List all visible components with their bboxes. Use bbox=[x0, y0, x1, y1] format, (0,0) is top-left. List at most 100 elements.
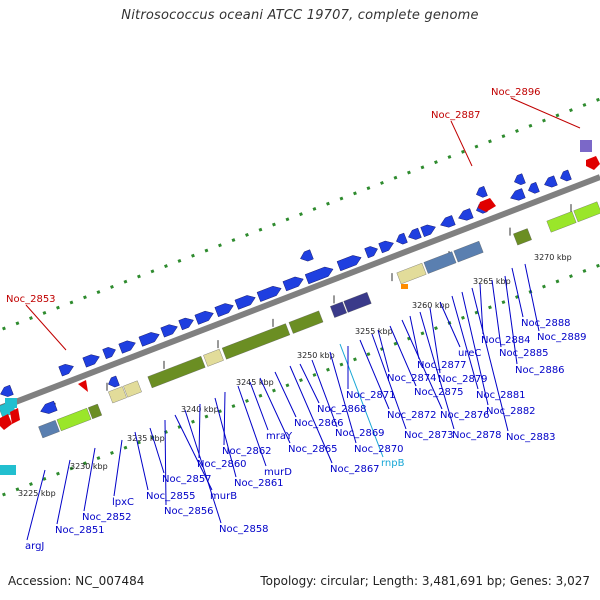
gene-label-urec[interactable]: ureC bbox=[458, 348, 481, 359]
guide-dot bbox=[96, 456, 101, 461]
gene-label-noc-2888[interactable]: Noc_2888 bbox=[521, 318, 571, 329]
leader-line bbox=[149, 427, 165, 474]
gene-arrow[interactable] bbox=[439, 215, 456, 229]
gene-label-noc-2889[interactable]: Noc_2889 bbox=[537, 332, 587, 343]
leader-line bbox=[377, 329, 390, 373]
gene-arrow-reverse[interactable] bbox=[107, 375, 120, 389]
gene-arrow[interactable] bbox=[102, 345, 118, 360]
gene-arrow[interactable] bbox=[509, 188, 526, 202]
gene-label-noc-2856[interactable]: Noc_2856 bbox=[164, 506, 214, 517]
gene-arrow[interactable] bbox=[336, 253, 363, 272]
gene-arrow[interactable] bbox=[559, 169, 572, 183]
gene-label-argj[interactable]: argJ bbox=[25, 541, 44, 552]
gene-arrow[interactable] bbox=[304, 264, 335, 285]
leader-line bbox=[439, 301, 461, 348]
gene-arrow-outer[interactable] bbox=[513, 173, 526, 187]
cog-track bbox=[0, 201, 600, 475]
gene-label-noc-2872[interactable]: Noc_2872 bbox=[387, 410, 437, 421]
gene-arrow-outer[interactable] bbox=[475, 186, 488, 199]
gene-label-noc-2868[interactable]: Noc_2868 bbox=[317, 404, 367, 415]
gene-arrow[interactable] bbox=[543, 175, 558, 190]
gene-label-noc-2865[interactable]: Noc_2865 bbox=[288, 444, 338, 455]
gene-label-noc-2882[interactable]: Noc_2882 bbox=[486, 406, 536, 417]
gene-arrow-reverse[interactable] bbox=[39, 400, 58, 416]
guide-dot bbox=[461, 149, 465, 154]
gene-arrow[interactable] bbox=[58, 362, 76, 377]
gene-arrow[interactable] bbox=[82, 352, 102, 368]
gene-label-noc-2884[interactable]: Noc_2884 bbox=[481, 335, 531, 346]
gene-label-noc-2875[interactable]: Noc_2875 bbox=[414, 387, 464, 398]
gene-label-noc-2878[interactable]: Noc_2878 bbox=[452, 430, 502, 441]
gene-arrow[interactable] bbox=[395, 232, 408, 246]
guide-dot bbox=[393, 341, 398, 346]
gene-arrow-outer[interactable] bbox=[299, 249, 314, 264]
gene-label-noc-2867[interactable]: Noc_2867 bbox=[330, 464, 380, 475]
gene-label-noc-2876[interactable]: Noc_2876 bbox=[440, 410, 490, 421]
gene-arrow[interactable] bbox=[282, 274, 305, 292]
guide-dot bbox=[420, 165, 425, 170]
gene-left-red-marker[interactable] bbox=[10, 408, 20, 424]
gene-noc-2896-marker[interactable] bbox=[586, 156, 600, 170]
gene-label-noc-2851[interactable]: Noc_2851 bbox=[55, 525, 105, 536]
gene-label-noc-2871[interactable]: Noc_2871 bbox=[346, 390, 396, 401]
guide-dot bbox=[15, 487, 20, 492]
gene-label-noc-2870[interactable]: Noc_2870 bbox=[354, 444, 404, 455]
gene-arrow[interactable] bbox=[178, 316, 196, 331]
gene-arrow[interactable] bbox=[378, 239, 396, 254]
gene-label-noc-2855[interactable]: Noc_2855 bbox=[146, 491, 196, 502]
guide-dot bbox=[123, 445, 128, 450]
gene-arrow[interactable] bbox=[457, 208, 474, 222]
gene-label-noc-2879[interactable]: Noc_2879 bbox=[438, 374, 488, 385]
gene-label-noc-2853[interactable]: Noc_2853 bbox=[6, 294, 56, 305]
gene-label-noc-2861[interactable]: Noc_2861 bbox=[234, 478, 284, 489]
gene-label-mray[interactable]: mraY bbox=[266, 431, 293, 442]
gene-arrow[interactable] bbox=[256, 284, 283, 302]
gene-label-noc-2873[interactable]: Noc_2873 bbox=[404, 430, 454, 441]
gene-arrow[interactable] bbox=[214, 301, 235, 317]
gene-label-lpxc[interactable]: lpxC bbox=[112, 497, 134, 508]
gene-label-noc-2858[interactable]: Noc_2858 bbox=[219, 524, 269, 535]
highlight-genes[interactable] bbox=[0, 140, 600, 430]
gene-label-noc-2881[interactable]: Noc_2881 bbox=[476, 390, 526, 401]
guide-dot bbox=[96, 290, 101, 295]
gene-label-noc-2874[interactable]: Noc_2874 bbox=[387, 373, 437, 384]
gene-arrow[interactable] bbox=[364, 244, 380, 259]
gene-arrow[interactable] bbox=[118, 338, 138, 354]
gene-noc-2887-marker[interactable] bbox=[478, 198, 496, 212]
gene-arrow[interactable] bbox=[138, 330, 161, 347]
gene-label-noc-2852[interactable]: Noc_2852 bbox=[82, 512, 132, 523]
gene-label-noc-2877[interactable]: Noc_2877 bbox=[417, 360, 467, 371]
gene-arrows[interactable] bbox=[0, 169, 572, 416]
guide-dot bbox=[501, 134, 506, 139]
guide-dot bbox=[569, 108, 573, 113]
gene-arrow[interactable] bbox=[194, 309, 215, 325]
gene-label-noc-2860[interactable]: Noc_2860 bbox=[197, 459, 247, 470]
gene-noc-2853-marker[interactable] bbox=[78, 380, 88, 392]
cog-block bbox=[546, 211, 577, 233]
gene-label-noc-2857[interactable]: Noc_2857 bbox=[162, 474, 212, 485]
gene-arrow[interactable] bbox=[160, 322, 180, 338]
gene-arrow[interactable] bbox=[407, 227, 422, 242]
gene-arrow[interactable] bbox=[234, 293, 257, 310]
gene-label-noc-2866[interactable]: Noc_2866 bbox=[294, 418, 344, 429]
gene-left-red-marker[interactable] bbox=[0, 414, 12, 430]
gene-label-murd[interactable]: murD bbox=[264, 467, 292, 478]
leader-line bbox=[429, 307, 441, 374]
gene-label-noc-2869[interactable]: Noc_2869 bbox=[335, 428, 385, 439]
gene-label-noc-2862[interactable]: Noc_2862 bbox=[222, 446, 272, 457]
leader-line bbox=[504, 275, 518, 365]
gene-label-murb[interactable]: murB bbox=[210, 491, 237, 502]
gene-arrow[interactable] bbox=[420, 222, 438, 237]
gene-arrow[interactable] bbox=[527, 181, 540, 195]
gene-label-noc-2887[interactable]: Noc_2887 bbox=[431, 110, 481, 121]
gene-labels[interactable]: argJ Noc_2851 Noc_2852 lpxC Noc_2855 Noc_2857… bbox=[6, 87, 587, 552]
gene-label-noc-2896[interactable]: Noc_2896 bbox=[491, 87, 541, 98]
gene-label-noc-2885[interactable]: Noc_2885 bbox=[499, 348, 549, 359]
guide-dot bbox=[353, 357, 357, 362]
gene-label-noc-2886[interactable]: Noc_2886 bbox=[515, 365, 565, 376]
gene-label-noc-2883[interactable]: Noc_2883 bbox=[506, 432, 556, 443]
gene-arrow[interactable] bbox=[0, 384, 14, 399]
guide-dot bbox=[110, 450, 114, 455]
gene-label-rnpb[interactable]: rnpB bbox=[381, 458, 405, 469]
guide-dot bbox=[272, 222, 276, 227]
